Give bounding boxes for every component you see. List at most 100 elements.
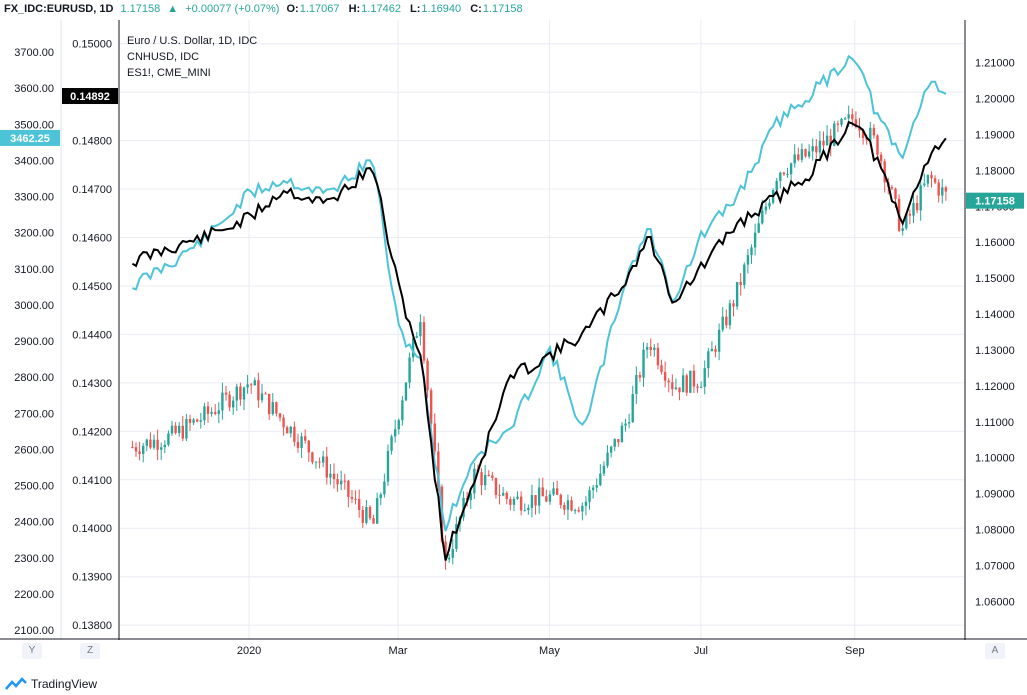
candle-body: [282, 417, 285, 428]
candle-body: [523, 510, 526, 512]
candle-body: [167, 433, 170, 445]
candle-body: [656, 347, 660, 366]
candle-body: [275, 402, 278, 414]
candle-body: [541, 487, 544, 497]
eur-tick-label: 1.06000: [975, 596, 1015, 608]
candle-body: [876, 135, 879, 155]
candle-body: [732, 303, 735, 307]
candle-body: [318, 461, 321, 463]
candle-body: [397, 420, 400, 430]
candle-body: [437, 451, 440, 487]
cnh-price-marker-bg: [62, 88, 118, 105]
candle-body: [671, 382, 674, 390]
candle-body: [606, 452, 609, 466]
es-tick-label: 2400.00: [14, 517, 54, 529]
es-tick-label: 2300.00: [14, 553, 54, 565]
candle-body: [224, 392, 228, 395]
eur-tick-label: 1.09000: [975, 489, 1015, 501]
candle-body: [649, 346, 652, 351]
legend-es[interactable]: ES1!, CME_MINI: [127, 67, 211, 79]
candle-body: [163, 444, 167, 448]
candle-body: [332, 473, 336, 480]
candle-body: [494, 478, 498, 495]
candle-body: [573, 510, 577, 512]
candle-body: [206, 406, 210, 414]
cnhusd-line: [132, 54, 947, 532]
candle-body: [210, 412, 213, 414]
eur-price-marker: 1.17158: [975, 196, 1015, 208]
low-value: 1.16940: [421, 3, 462, 15]
open-label: O:: [286, 3, 299, 15]
candle-body: [264, 393, 267, 395]
candle-body: [944, 187, 948, 192]
candle-body: [552, 488, 555, 495]
candle-body: [455, 524, 458, 549]
legend-eurusd[interactable]: Euro / U.S. Dollar, 1D, IDC: [127, 35, 257, 47]
candle-body: [678, 387, 681, 393]
candle-body: [890, 187, 894, 189]
eur-tick-label: 1.18000: [975, 165, 1015, 177]
candle-body: [563, 504, 566, 510]
candle-body: [408, 357, 411, 383]
candle-body: [753, 232, 757, 248]
candle-body: [375, 498, 379, 524]
eur-tick-label: 1.13000: [975, 345, 1015, 357]
low-label: L:: [410, 3, 421, 15]
es-price-marker: 3462.25: [10, 133, 50, 145]
candle-body: [764, 206, 768, 211]
candle-body: [815, 146, 818, 153]
candle-body: [696, 386, 699, 388]
candle-body: [915, 203, 919, 211]
candle-body: [296, 441, 300, 448]
cnh-axis-ticks: 0.150000.149000.148000.147000.146000.145…: [72, 39, 112, 632]
eurusd-candles: [131, 105, 948, 570]
candle-body: [509, 499, 512, 505]
candle-body: [152, 439, 156, 448]
candle-body: [645, 346, 649, 350]
legend-cnhusd[interactable]: CNHUSD, IDC: [127, 51, 199, 63]
price-chart[interactable]: 3700.00 3600.00 3500.00 3400.00 3300.00 3200.…: [0, 20, 1027, 668]
candle-body: [231, 400, 235, 408]
candle-body: [851, 114, 854, 120]
candle-body: [602, 465, 606, 474]
auto-scale-button[interactable]: A: [985, 643, 1005, 659]
eur-tick-label: 1.10000: [975, 453, 1015, 465]
candle-body: [401, 400, 404, 421]
candle-body: [278, 413, 282, 418]
candle-body: [807, 151, 811, 157]
candle-body: [192, 419, 195, 423]
candle-body: [379, 494, 382, 499]
z-scale-button[interactable]: Z: [80, 643, 100, 659]
candle-body: [858, 126, 861, 131]
cnh-tick-label: 0.14000: [72, 523, 112, 535]
candle-body: [411, 337, 415, 358]
candle-body: [181, 425, 185, 439]
cnh-tick-label: 0.14400: [72, 329, 112, 341]
cnh-tick-label: 0.13800: [72, 620, 112, 632]
candle-body: [213, 412, 217, 414]
candle-body: [559, 494, 562, 505]
x-tick-label: 2020: [237, 645, 261, 657]
candle-body: [786, 174, 789, 176]
candle-body: [710, 348, 714, 352]
candle-body: [469, 493, 472, 501]
candle-body: [653, 347, 656, 351]
candle-body: [627, 422, 631, 424]
candle-body: [199, 420, 203, 422]
symbol-name[interactable]: FX_IDC:EURUSD, 1D: [4, 3, 114, 15]
candle-body: [372, 518, 375, 524]
candle-body: [422, 322, 426, 361]
candle-body: [761, 210, 764, 224]
y-scale-button[interactable]: Y: [22, 643, 42, 659]
candle-body: [386, 450, 390, 482]
candle-body: [246, 384, 249, 388]
candle-body: [426, 360, 429, 391]
candle-body: [451, 548, 454, 558]
candle-body: [775, 180, 778, 191]
candle-body: [530, 495, 534, 508]
branding-footer[interactable]: TradingView: [5, 675, 97, 693]
es-tick-label: 3000.00: [14, 300, 54, 312]
candle-body: [357, 499, 361, 511]
candle-body: [581, 505, 584, 512]
price-change: +0.00077 (+0.07%): [185, 3, 280, 15]
